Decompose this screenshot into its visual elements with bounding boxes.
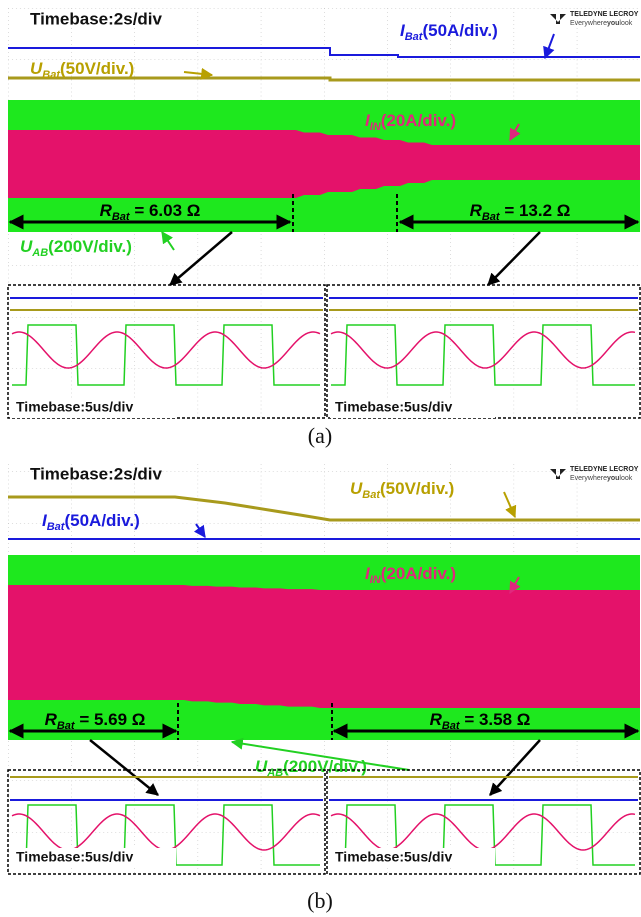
caption: (a): [308, 423, 332, 448]
label-text: (20A/div.): [381, 111, 456, 130]
subscript: Bat: [42, 69, 61, 81]
label-text: (50A/div.): [422, 21, 497, 40]
tagline-part: Everywhere: [570, 20, 607, 27]
subscript: AB: [31, 247, 48, 259]
symbol: U: [20, 237, 33, 256]
symbol: U: [255, 757, 268, 776]
tagline-part: you: [607, 475, 619, 482]
zoom-timebase: Timebase:5us/div: [335, 399, 452, 415]
zoom-timebase: Timebase:5us/div: [16, 849, 133, 865]
label-text: (200V/div.): [48, 237, 132, 256]
tagline-part: you: [607, 20, 619, 27]
brand-name: TELEDYNE LECROY: [570, 11, 639, 18]
zoom-timebase: Timebase:5us/div: [16, 399, 133, 415]
label-text: (50V/div.): [60, 59, 134, 78]
subscript: Bat: [47, 521, 66, 533]
subscript: Bat: [442, 720, 461, 732]
symbol: R: [470, 201, 483, 220]
label-text: = 6.03 Ω: [130, 201, 201, 220]
label-text: (50V/div.): [380, 479, 454, 498]
label-text: (50A/div.): [64, 511, 139, 530]
figure: Timebase:2s/div TELEDYNE LECROY Everywhere…: [0, 0, 641, 917]
tagline-part: look: [619, 475, 632, 482]
timebase: Timebase:2s/div: [30, 9, 163, 28]
brand-tagline: Everywhereyoulook: [570, 475, 633, 482]
subscript: Bat: [405, 31, 424, 43]
symbol: R: [430, 710, 443, 729]
timebase: Timebase:2s/div: [30, 464, 163, 483]
subscript: Bat: [57, 720, 76, 732]
zoom-timebase: Timebase:5us/div: [335, 849, 452, 865]
subscript: Bat: [112, 211, 131, 223]
tagline-part: Everywhere: [570, 475, 607, 482]
brand-tagline: Everywhereyoulook: [570, 20, 633, 27]
symbol: R: [100, 201, 113, 220]
brand-name: TELEDYNE LECROY: [570, 466, 639, 473]
trace-input-current-band: [8, 585, 640, 708]
subscript: Bat: [482, 211, 501, 223]
label-text: = 5.69 Ω: [75, 710, 146, 729]
label-text: = 3.58 Ω: [460, 710, 531, 729]
label-text: (20A/div.): [381, 564, 456, 583]
symbol: U: [30, 59, 43, 78]
tagline-part: look: [619, 20, 632, 27]
caption: (b): [307, 888, 333, 913]
symbol: R: [45, 710, 58, 729]
subscript: Bat: [362, 489, 381, 501]
symbol: U: [350, 479, 363, 498]
label-text: = 13.2 Ω: [500, 201, 571, 220]
